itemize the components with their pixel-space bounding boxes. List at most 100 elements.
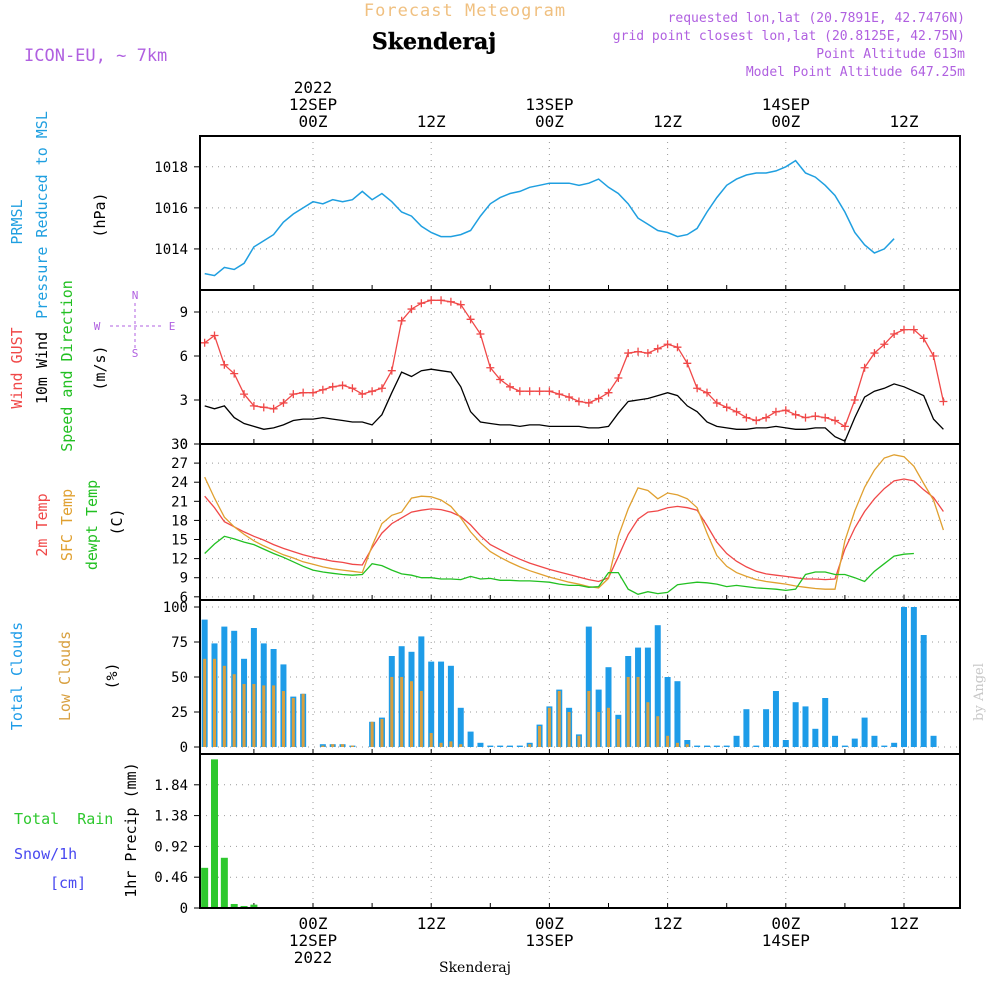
total-cloud-bar <box>497 745 504 747</box>
low-cloud-bar <box>656 716 660 747</box>
low-cloud-bar <box>636 677 640 747</box>
clouds-ytick-label: 0 <box>180 740 188 756</box>
total-cloud-bar <box>861 717 868 747</box>
gust-marker <box>801 413 810 422</box>
total-cloud-bar <box>644 647 651 747</box>
pressure-ytick-label: 1014 <box>154 242 188 258</box>
gust-marker <box>259 403 268 412</box>
snow-label: Snow/1h <box>14 845 77 863</box>
total-cloud-bar <box>891 742 898 747</box>
temp-2m-label: 2m Temp <box>33 493 51 556</box>
low-cloud-bar <box>419 691 423 747</box>
precip-ytick-label: 0 <box>180 901 188 917</box>
total-cloud-bar <box>832 735 839 747</box>
gust-marker <box>712 398 721 407</box>
gust-marker <box>506 382 514 391</box>
total-cloud-bar <box>743 709 750 747</box>
gust-marker <box>269 404 278 413</box>
gust-marker <box>831 416 840 425</box>
rain-bar <box>220 857 228 908</box>
low-cloud-bar <box>587 691 591 747</box>
bottom-time-label: 00Z <box>771 914 800 933</box>
model-name: ICON-EU, ~ 7km <box>24 46 167 66</box>
precip-frame <box>199 753 961 909</box>
gust-marker <box>348 384 357 393</box>
gust-marker <box>860 363 869 372</box>
temp-ytick-label: 15 <box>171 533 188 549</box>
total-cloud-bar <box>841 745 848 747</box>
low-cloud-bar <box>370 721 374 747</box>
total-cloud-bar <box>457 707 464 747</box>
gust-marker <box>397 316 406 325</box>
gust-marker <box>771 407 780 416</box>
gust-label: Wind GUST <box>8 327 26 408</box>
compass-rose: N W E S <box>94 289 176 360</box>
gust-marker <box>368 387 377 396</box>
rain-bar <box>201 867 209 908</box>
low-cloud-bar <box>272 685 276 747</box>
precip-ytick-label: 1.38 <box>154 809 188 825</box>
total-cloud-bar <box>684 740 691 747</box>
gust-marker <box>929 352 938 360</box>
gust-marker <box>634 347 643 356</box>
low-cloud-bar <box>281 691 285 747</box>
total-cloud-bar <box>585 626 592 747</box>
clouds-ytick-label: 100 <box>163 600 188 616</box>
precip-ytick-label: 0.46 <box>154 870 188 886</box>
total-cloud-bar <box>507 745 513 747</box>
total-cloud-bar <box>822 698 829 747</box>
low-cloud-bar <box>213 658 216 747</box>
total-cloud-bar <box>477 742 484 747</box>
clouds-panel: 0 25 50 75 100 <box>163 599 961 756</box>
total-cloud-bar <box>792 702 799 747</box>
gust-marker <box>476 330 485 338</box>
pressure-panel: 1014 1016 1018 <box>154 135 961 291</box>
gust-marker <box>328 382 337 391</box>
gust-marker <box>840 422 849 431</box>
low-cloud-bar <box>597 712 601 747</box>
gust-marker <box>230 369 239 378</box>
rain-bar <box>250 904 258 908</box>
prmsl-label: PRMSL <box>8 199 26 244</box>
rain-bar <box>211 759 218 908</box>
low-cloud-bar <box>439 742 443 747</box>
gust-marker <box>663 340 672 349</box>
gust-marker <box>742 413 751 422</box>
wind-10m-line <box>204 368 944 442</box>
bottom-time-label: 2022 <box>294 948 333 967</box>
gust-marker <box>289 390 298 399</box>
temp-ytick-label: 9 <box>180 571 188 587</box>
total-cloud-bar <box>802 706 809 747</box>
total-cloud-bar <box>694 745 701 747</box>
gust-marker <box>781 406 790 415</box>
total-cloud-bar <box>871 735 878 747</box>
gust-marker <box>791 410 800 419</box>
total-cloud-bar <box>438 661 445 747</box>
gust-marker <box>338 381 347 390</box>
wind-ytick-label: 6 <box>180 349 188 365</box>
pressure-ytick-label: 1016 <box>154 201 188 217</box>
gust-marker <box>515 387 524 396</box>
rain-bar <box>240 905 248 908</box>
compass-w: W <box>94 320 101 333</box>
temp-ytick-label: 6 <box>180 590 188 606</box>
credit-watermark: by Angel <box>972 663 987 721</box>
gust-marker <box>574 397 583 406</box>
top-time-label: 13SEP <box>525 95 573 114</box>
gust-marker <box>673 343 682 352</box>
total-cloud-bar <box>812 728 819 747</box>
pressure-ytick-label: 1018 <box>154 160 188 176</box>
location-title: Skenderaj <box>372 29 496 55</box>
total-cloud-bar <box>782 740 789 747</box>
gust-marker <box>200 338 209 347</box>
low-cloud-bar <box>646 702 650 747</box>
gust-marker <box>486 363 495 372</box>
gust-marker <box>240 390 249 399</box>
gust-marker <box>309 388 317 397</box>
total-cloud-bar <box>723 745 730 747</box>
gust-marker <box>279 398 288 407</box>
clouds-ytick-label: 75 <box>171 635 188 651</box>
gust-marker <box>318 385 327 394</box>
wind-ytick-label: 0 <box>180 437 188 453</box>
